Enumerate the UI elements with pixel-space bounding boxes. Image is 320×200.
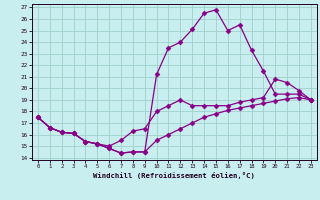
X-axis label: Windchill (Refroidissement éolien,°C): Windchill (Refroidissement éolien,°C) [93, 172, 255, 179]
